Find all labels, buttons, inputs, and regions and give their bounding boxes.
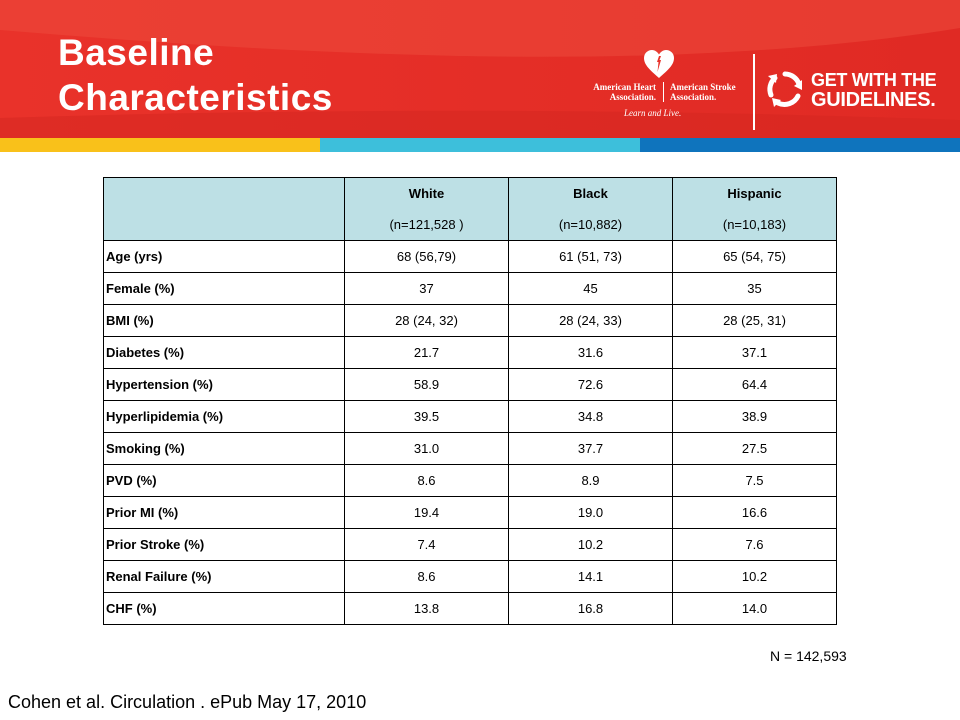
row-label: Hypertension (%) — [103, 368, 345, 401]
aha-tagline: Learn and Live. — [624, 108, 682, 118]
row-value: 65 (54, 75) — [672, 240, 837, 273]
recycle-arrows-icon — [767, 71, 802, 107]
row-value: 8.6 — [344, 560, 509, 593]
table-row: Prior MI (%) 19.4 19.0 16.6 — [103, 496, 837, 529]
row-label: Hyperlipidemia (%) — [103, 400, 345, 433]
header-blank-cell — [103, 177, 345, 241]
title-line-1: Baseline — [58, 32, 215, 73]
row-value: 68 (56,79) — [344, 240, 509, 273]
row-value: 10.2 — [672, 560, 837, 593]
stripe-blue — [640, 138, 960, 152]
logo-divider — [753, 54, 755, 130]
row-value: 8.6 — [344, 464, 509, 497]
row-value: 16.6 — [672, 496, 837, 529]
gwtg-line-1: GET WITH THE — [811, 70, 937, 90]
row-value: 61 (51, 73) — [508, 240, 673, 273]
heart-torch-icon — [644, 50, 674, 78]
row-label: PVD (%) — [103, 464, 345, 497]
table-row: Hypertension (%) 58.9 72.6 64.4 — [103, 368, 837, 401]
stripe-yellow — [0, 138, 320, 152]
aha-logo: American Heart Association. American Str… — [574, 48, 746, 126]
row-label: Prior Stroke (%) — [103, 528, 345, 561]
table-row: Smoking (%) 31.0 37.7 27.5 — [103, 432, 837, 465]
row-value: 37 — [344, 272, 509, 305]
row-label: BMI (%) — [103, 304, 345, 337]
row-label: Diabetes (%) — [103, 336, 345, 369]
row-label: Smoking (%) — [103, 432, 345, 465]
table-row: Hyperlipidemia (%) 39.5 34.8 38.9 — [103, 400, 837, 433]
row-value: 19.0 — [508, 496, 673, 529]
aha-divider — [663, 82, 664, 102]
header-banner: Baseline Characteristics American Heart … — [0, 0, 960, 152]
row-value: 31.6 — [508, 336, 673, 369]
table-row: Renal Failure (%) 8.6 14.1 10.2 — [103, 560, 837, 593]
table-header-row-groups: White Black Hispanic — [103, 177, 837, 241]
stripe-cyan — [320, 138, 640, 152]
baseline-table: White Black Hispanic (n=121,528 ) (n=10,… — [103, 177, 837, 625]
row-value: 13.8 — [344, 592, 509, 625]
row-value: 31.0 — [344, 432, 509, 465]
header-n-hispanic: (n=10,183) — [672, 209, 837, 241]
table-body: Age (yrs) 68 (56,79) 61 (51, 73) 65 (54, 75… — [103, 240, 837, 625]
slide-title: Baseline Characteristics — [58, 30, 333, 120]
row-value: 14.1 — [508, 560, 673, 593]
row-value: 28 (24, 33) — [508, 304, 673, 337]
gwtg-logo-text: GET WITH THE GUIDELINES. — [811, 70, 937, 111]
row-label: Age (yrs) — [103, 240, 345, 273]
table-row: PVD (%) 8.6 8.9 7.5 — [103, 464, 837, 497]
table-row: Female (%) 37 45 35 — [103, 272, 837, 305]
table-row: CHF (%) 13.8 16.8 14.0 — [103, 592, 837, 625]
row-value: 8.9 — [508, 464, 673, 497]
row-value: 37.1 — [672, 336, 837, 369]
aha-name: American Heart Association. — [593, 82, 656, 102]
header-n-white: (n=121,528 ) — [344, 209, 509, 241]
row-value: 45 — [508, 272, 673, 305]
row-value: 34.8 — [508, 400, 673, 433]
row-value: 28 (24, 32) — [344, 304, 509, 337]
header-group-black: Black — [508, 177, 673, 209]
table-row: Age (yrs) 68 (56,79) 61 (51, 73) 65 (54, 75… — [103, 240, 837, 273]
row-label: CHF (%) — [103, 592, 345, 625]
row-value: 35 — [672, 272, 837, 305]
gwtg-line-2: GUIDELINES. — [811, 89, 936, 111]
row-value: 7.6 — [672, 528, 837, 561]
total-n-label: N = 142,593 — [770, 648, 847, 664]
table-row: Diabetes (%) 21.7 31.6 37.1 — [103, 336, 837, 369]
row-label: Renal Failure (%) — [103, 560, 345, 593]
row-value: 38.9 — [672, 400, 837, 433]
table-row: Prior Stroke (%) 7.4 10.2 7.6 — [103, 528, 837, 561]
row-value: 28 (25, 31) — [672, 304, 837, 337]
citation: Cohen et al. Circulation . ePub May 17, … — [8, 692, 367, 712]
row-value: 14.0 — [672, 592, 837, 625]
table-header-row-counts: (n=121,528 ) (n=10,882) (n=10,183) — [104, 209, 837, 241]
row-value: 19.4 — [344, 496, 509, 529]
banner-background — [0, 0, 960, 140]
row-value: 37.7 — [508, 432, 673, 465]
row-value: 58.9 — [344, 368, 509, 401]
table-row: BMI (%) 28 (24, 32) 28 (24, 33) 28 (25, 31) — [103, 304, 837, 337]
row-value: 27.5 — [672, 432, 837, 465]
header-group-hispanic: Hispanic — [672, 177, 837, 209]
asa-name: American Stroke Association. — [670, 82, 736, 102]
row-value: 72.6 — [508, 368, 673, 401]
row-value: 39.5 — [344, 400, 509, 433]
row-value: 10.2 — [508, 528, 673, 561]
header-group-white: White — [344, 177, 509, 209]
row-label: Prior MI (%) — [103, 496, 345, 529]
header-n-black: (n=10,882) — [508, 209, 673, 241]
row-value: 16.8 — [508, 592, 673, 625]
row-label: Female (%) — [103, 272, 345, 305]
row-value: 64.4 — [672, 368, 837, 401]
row-value: 7.4 — [344, 528, 509, 561]
title-line-2: Characteristics — [58, 77, 333, 118]
row-value: 7.5 — [672, 464, 837, 497]
row-value: 21.7 — [344, 336, 509, 369]
